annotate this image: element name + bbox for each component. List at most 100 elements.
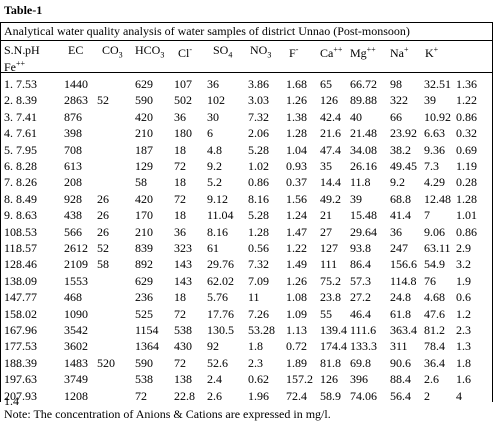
cell: 4. bbox=[4, 126, 13, 141]
cell: 2.6 bbox=[207, 388, 222, 403]
cell: 56.4 bbox=[390, 388, 411, 403]
column-header: NO3 bbox=[250, 43, 271, 62]
cell: 468 bbox=[64, 290, 82, 305]
cell: 1.8 bbox=[456, 355, 471, 370]
cell: 10.92 bbox=[424, 109, 451, 124]
cell: 7.77 bbox=[16, 290, 37, 305]
cell: 590 bbox=[135, 355, 153, 370]
cell: 52 bbox=[97, 241, 109, 255]
cell: 36 bbox=[174, 224, 186, 239]
cell: 363.4 bbox=[390, 323, 417, 337]
column-header: Fe++ bbox=[4, 57, 25, 74]
cell: 111 bbox=[320, 257, 338, 272]
cell: 53.28 bbox=[248, 323, 275, 337]
cell: 2.3 bbox=[248, 355, 263, 370]
cell: 129 bbox=[135, 159, 153, 173]
cell: 39 bbox=[424, 93, 436, 108]
cell: 19. bbox=[4, 372, 19, 387]
cell: 210 bbox=[135, 224, 153, 239]
cell: 42.4 bbox=[320, 109, 341, 124]
cell: 126 bbox=[320, 93, 338, 108]
header-text: Ca bbox=[320, 46, 334, 60]
header-mark: ++ bbox=[366, 45, 376, 54]
cell: 63.11 bbox=[424, 241, 451, 255]
cell: 1.96 bbox=[248, 388, 269, 403]
cell: 3.86 bbox=[248, 77, 269, 91]
cell: 21.6 bbox=[320, 126, 341, 141]
cell: 68.8 bbox=[390, 191, 411, 206]
cell: 29.64 bbox=[350, 224, 377, 239]
cell: 323 bbox=[174, 241, 192, 255]
cell: 7. bbox=[4, 175, 13, 190]
cell: 8.57 bbox=[16, 241, 37, 255]
cell: 1.56 bbox=[286, 191, 307, 206]
cell: 36 bbox=[390, 224, 402, 239]
cell: 13. bbox=[4, 273, 19, 288]
cell: 1364 bbox=[135, 339, 159, 354]
cell: 3749 bbox=[64, 372, 88, 387]
cell: 61.8 bbox=[390, 306, 411, 321]
cell: 839 bbox=[135, 241, 153, 255]
cell: 8.49 bbox=[16, 191, 37, 206]
cell: 114.8 bbox=[390, 273, 417, 288]
cell: 81.2 bbox=[424, 323, 445, 337]
cell: 8.16 bbox=[207, 224, 228, 239]
cell: 1.13 bbox=[286, 323, 307, 337]
cell: 1.47 bbox=[286, 224, 307, 239]
cell: 7.26 bbox=[248, 306, 269, 321]
header-text: Mg bbox=[350, 46, 367, 60]
cell: 7.41 bbox=[16, 109, 37, 124]
cell: 3602 bbox=[64, 339, 88, 354]
header-mark: 3 bbox=[118, 50, 123, 60]
cell: 538 bbox=[174, 323, 192, 337]
cell: 47.4 bbox=[320, 142, 341, 157]
cell: 2.9 bbox=[456, 241, 471, 255]
cell: 1.9 bbox=[456, 273, 471, 288]
cell: 30 bbox=[207, 109, 219, 124]
cell: 26 bbox=[97, 191, 109, 206]
cell: 21.48 bbox=[350, 126, 377, 141]
cell: 5.28 bbox=[248, 142, 269, 157]
cell: 7.32 bbox=[248, 109, 269, 124]
cell: 0.28 bbox=[456, 175, 477, 190]
rule bbox=[0, 40, 493, 41]
cell: 8.26 bbox=[16, 175, 37, 190]
cell: 15.48 bbox=[350, 208, 377, 223]
cell: 398 bbox=[64, 126, 82, 141]
cell: 58.9 bbox=[320, 388, 341, 403]
cell: 72 bbox=[174, 159, 186, 173]
cell: 81.8 bbox=[320, 355, 341, 370]
header-mark: - bbox=[295, 45, 299, 54]
cell: 0.56 bbox=[248, 241, 269, 255]
cell: 35 bbox=[320, 159, 332, 173]
cell: 5.2 bbox=[207, 175, 222, 190]
cell: 1.24 bbox=[286, 208, 307, 223]
column-header: Na+ bbox=[390, 43, 409, 60]
cell: 92 bbox=[207, 339, 219, 354]
cell: 93.8 bbox=[350, 241, 371, 255]
cell: 928 bbox=[64, 191, 82, 206]
cell: 525 bbox=[135, 306, 153, 321]
cell: 1.8 bbox=[248, 339, 263, 354]
cell: 133.3 bbox=[350, 339, 377, 354]
wrapped-cell: 1.4 bbox=[4, 394, 19, 408]
cell: 66.72 bbox=[350, 77, 377, 91]
header-mark: 3 bbox=[160, 50, 165, 60]
column-header: K+ bbox=[425, 43, 438, 60]
cell: 6. bbox=[4, 159, 13, 173]
column-header: Cl- bbox=[178, 43, 192, 60]
cell: 26 bbox=[97, 208, 109, 223]
cell: 7.95 bbox=[16, 142, 37, 157]
cell: 49.2 bbox=[320, 191, 341, 206]
cell: 52.6 bbox=[207, 355, 228, 370]
cell: 0.86 bbox=[456, 109, 477, 124]
cell: 5.28 bbox=[248, 208, 269, 223]
cell: 0.69 bbox=[456, 142, 477, 157]
cell: 49.45 bbox=[390, 159, 417, 173]
column-header: F- bbox=[289, 43, 298, 60]
cell: 143 bbox=[174, 257, 192, 272]
cell: 27 bbox=[320, 224, 332, 239]
cell: 1.28 bbox=[456, 191, 477, 206]
cell: 58 bbox=[135, 175, 147, 190]
cell: 72 bbox=[174, 191, 186, 206]
